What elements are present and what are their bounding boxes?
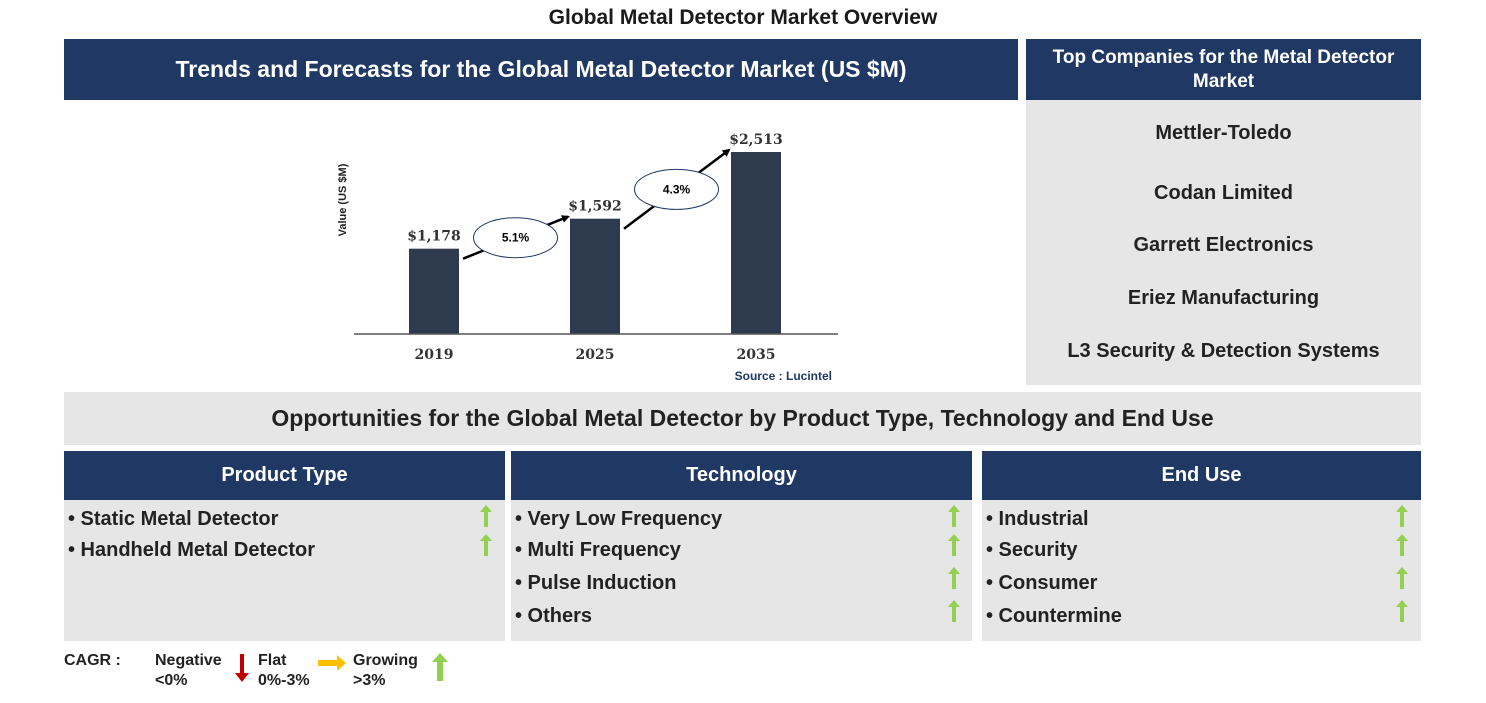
cagr-bubble: [473, 217, 558, 259]
segment-body-technology: • Very Low Frequency • Multi Frequency •…: [511, 500, 972, 641]
page-title: Global Metal Detector Market Overview: [548, 6, 938, 29]
segment-header-end-use: End Use: [982, 451, 1421, 500]
segment-item: • Industrial: [986, 508, 1089, 530]
bar: [570, 218, 620, 334]
company-item: Mettler-Toledo: [1155, 122, 1292, 144]
segment-item: • Handheld Metal Detector: [68, 539, 316, 561]
segment-item: • Very Low Frequency: [515, 508, 723, 530]
bar: [409, 248, 459, 334]
legend-flat-name: Flat: [258, 652, 287, 669]
green-up-arrow-icon: [480, 534, 492, 556]
opportunities-banner: Opportunities for the Global Metal Detec…: [64, 392, 1421, 445]
segment-item: • Consumer: [986, 572, 1098, 594]
companies-list: Mettler-Toledo Codan Limited Garrett Ele…: [1026, 100, 1421, 385]
green-up-arrow-icon: [1396, 600, 1408, 622]
green-up-arrow-icon: [948, 600, 960, 622]
segment-item: • Others: [515, 605, 593, 627]
segment-header-product-type: Product Type: [64, 451, 505, 500]
legend-negative: Negative <0%: [155, 651, 222, 691]
green-up-arrow-icon: [432, 653, 448, 681]
segment-item: • Countermine: [986, 605, 1122, 627]
yellow-right-arrow-icon: [318, 655, 346, 671]
x-tick-label: 2019: [415, 347, 454, 363]
green-up-arrow-icon: [1396, 534, 1408, 556]
segment-body-product-type: • Static Metal Detector • Handheld Metal…: [64, 500, 505, 641]
x-tick-label: 2035: [737, 347, 776, 363]
bar-chart: $1,178 2019 $1,592 2025 $2,513 2035 5.1% 4.3% V…: [337, 132, 838, 383]
segment-item: • Security: [986, 539, 1078, 561]
legend-growing: Growing >3%: [353, 651, 418, 691]
cagr-legend-label: CAGR :: [64, 652, 121, 669]
cagr-label: 4.3%: [663, 182, 691, 196]
segment-item: • Multi Frequency: [515, 539, 681, 561]
bar: [731, 152, 781, 334]
legend-negative-name: Negative: [155, 652, 222, 669]
bar-value-label: $1,592: [568, 199, 622, 215]
bar-value-label: $2,513: [729, 132, 783, 148]
x-tick-label: 2025: [576, 347, 615, 363]
bar-value-label: $1,178: [407, 229, 461, 245]
company-item: Garrett Electronics: [1133, 234, 1314, 256]
green-up-arrow-icon: [948, 505, 960, 527]
segment-body-end-use: • Industrial • Security • Consumer • Cou…: [982, 500, 1421, 641]
segment-item: • Static Metal Detector: [68, 508, 279, 530]
red-down-arrow-icon: [235, 654, 249, 682]
green-up-arrow-icon: [1396, 567, 1408, 589]
green-up-arrow-icon: [948, 567, 960, 589]
segment-header-technology: Technology: [511, 451, 972, 500]
green-up-arrow-icon: [480, 505, 492, 527]
company-item: Codan Limited: [1154, 182, 1293, 204]
company-item: Eriez Manufacturing: [1127, 287, 1320, 309]
chart-banner: Trends and Forecasts for the Global Meta…: [64, 39, 1018, 100]
companies-banner: Top Companies for the Metal Detector Mar…: [1026, 39, 1421, 100]
company-item: L3 Security & Detection Systems: [1067, 340, 1380, 362]
legend-growing-range: >3%: [353, 672, 386, 689]
legend-flat: Flat 0%-3%: [258, 651, 310, 691]
legend-growing-name: Growing: [353, 652, 418, 669]
segment-item: • Pulse Induction: [515, 572, 677, 594]
cagr-bubble: [634, 168, 719, 210]
legend-flat-range: 0%-3%: [258, 672, 310, 689]
chart-source: Source : Lucintel: [735, 369, 832, 383]
green-up-arrow-icon: [948, 534, 960, 556]
green-up-arrow-icon: [1396, 505, 1408, 527]
y-axis-label: Value (US $M): [337, 163, 349, 236]
cagr-label: 5.1%: [502, 231, 530, 245]
legend-negative-range: <0%: [155, 672, 188, 689]
